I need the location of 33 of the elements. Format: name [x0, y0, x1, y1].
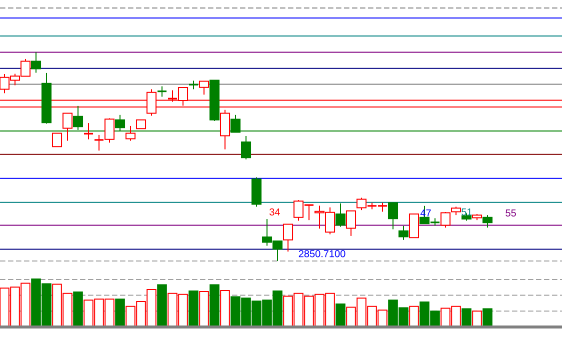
bar: [210, 284, 220, 328]
candlestick: [52, 132, 62, 148]
bar: [472, 310, 482, 328]
annotation: 51: [462, 208, 472, 216]
bar: [157, 284, 167, 328]
candlestick: [440, 211, 451, 228]
text: 55: [506, 209, 516, 216]
bar: [199, 290, 209, 328]
candlestick: [62, 112, 73, 142]
candlestick: [198, 80, 210, 96]
candlestick: [282, 224, 294, 252]
bar: [336, 303, 346, 328]
bar: [188, 290, 198, 328]
candlestick: [30, 52, 42, 74]
candlestick: [335, 202, 346, 228]
candlestick: [125, 125, 136, 142]
bar: [115, 298, 125, 328]
bar: [220, 290, 230, 328]
bar: [462, 308, 472, 328]
candlestick: [408, 214, 420, 238]
bar: [482, 308, 492, 328]
candlestick: [220, 109, 230, 150]
annotation: 2850.7100: [298, 250, 346, 258]
candlestick: [240, 135, 252, 160]
bar: [73, 291, 83, 328]
candlestick: [398, 225, 409, 240]
candlestick: [83, 122, 94, 140]
candlestick: [156, 86, 168, 98]
annotation: 34: [270, 208, 280, 216]
candlestick: [482, 214, 493, 228]
candlestick: [388, 202, 398, 230]
bar: [409, 306, 419, 328]
candlestick: [346, 210, 356, 236]
